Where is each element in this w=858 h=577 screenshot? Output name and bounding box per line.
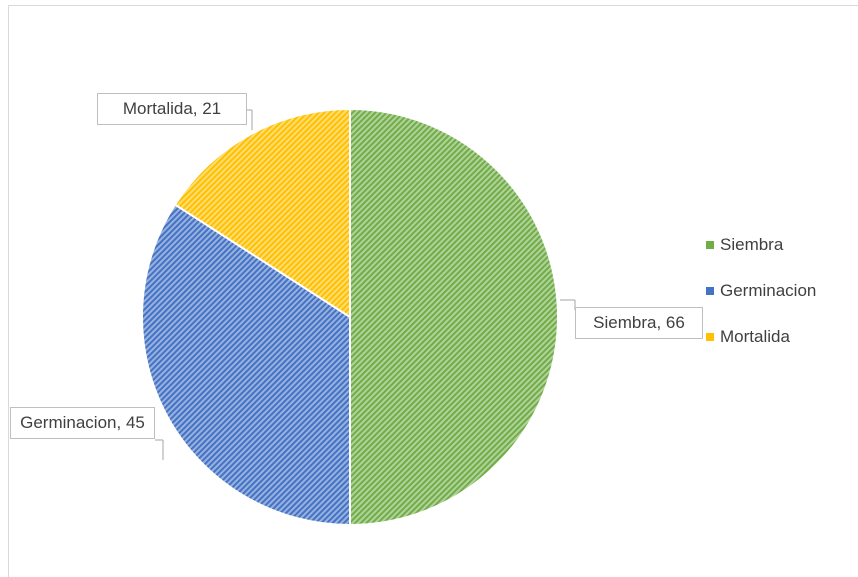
pie-slice — [173, 107, 351, 319]
legend-label: Germinacion — [720, 281, 817, 300]
data-label: Mortalida, 21 — [97, 93, 247, 125]
legend-label: Siembra — [720, 235, 784, 254]
pie-slice — [349, 107, 559, 527]
legend-item: Mortalida — [706, 327, 790, 347]
data-label: Germinacion, 45 — [10, 407, 155, 439]
legend-swatch — [706, 241, 714, 249]
legend-swatch — [706, 333, 714, 341]
legend-label: Mortalida — [720, 327, 790, 346]
legend-item: Germinacion — [706, 281, 816, 301]
data-label: Siembra, 66 — [575, 307, 703, 339]
chart-border — [8, 5, 858, 577]
legend-item: Siembra — [706, 235, 783, 255]
legend-swatch — [706, 287, 714, 295]
